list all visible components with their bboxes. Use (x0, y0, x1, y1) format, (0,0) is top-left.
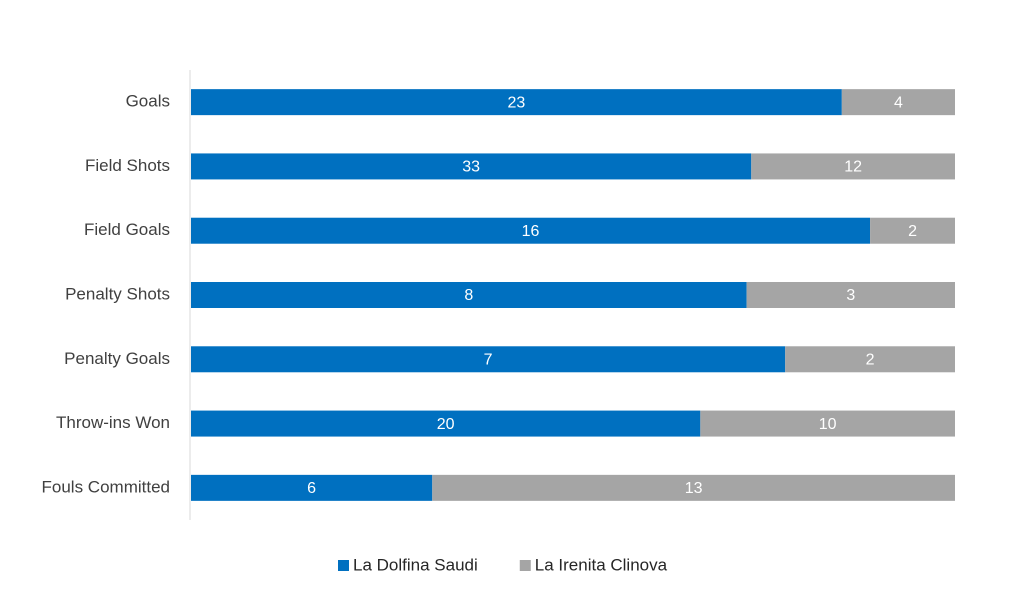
category-label: Fouls Committed (42, 477, 170, 496)
value-label: 23 (508, 94, 526, 111)
bar-segment (841, 89, 955, 116)
legend-label: La Irenita Clinova (535, 555, 668, 574)
value-label: 2 (866, 352, 875, 369)
value-label: 8 (464, 287, 473, 304)
value-label: 7 (484, 352, 493, 369)
value-label: 3 (846, 287, 855, 304)
bar-segment (191, 217, 871, 244)
bar-segment (751, 153, 955, 180)
value-label: 10 (819, 416, 837, 433)
bar-segment (191, 474, 433, 501)
bar-segment (191, 282, 747, 308)
category-label: Penalty Goals (64, 349, 170, 368)
value-label: 6 (307, 480, 316, 497)
value-label: 33 (462, 159, 480, 176)
bar-segment (432, 474, 955, 501)
category-label: Throw-ins Won (56, 413, 170, 432)
category-label: Penalty Shots (65, 284, 170, 303)
legend-swatch (338, 560, 349, 571)
category-label: Goals (126, 92, 170, 111)
category-label: Field Shots (85, 156, 170, 175)
legend-swatch (519, 560, 531, 571)
value-label: 13 (685, 480, 703, 497)
bar-segment (191, 89, 842, 116)
value-label: 12 (844, 159, 862, 176)
legend-label: La Dolfina Saudi (353, 555, 478, 574)
bar-segment (191, 346, 786, 373)
bar-segment (746, 282, 955, 308)
bar-segment (870, 217, 955, 244)
bar-segment (191, 153, 752, 180)
bar-segment (191, 410, 701, 437)
value-label: 16 (522, 223, 540, 240)
value-label: 2 (908, 223, 917, 240)
bar-segment (785, 346, 955, 373)
value-label: 20 (437, 416, 455, 433)
value-label: 4 (894, 94, 903, 111)
category-label: Field Goals (84, 220, 170, 239)
bar-segment (700, 410, 955, 437)
